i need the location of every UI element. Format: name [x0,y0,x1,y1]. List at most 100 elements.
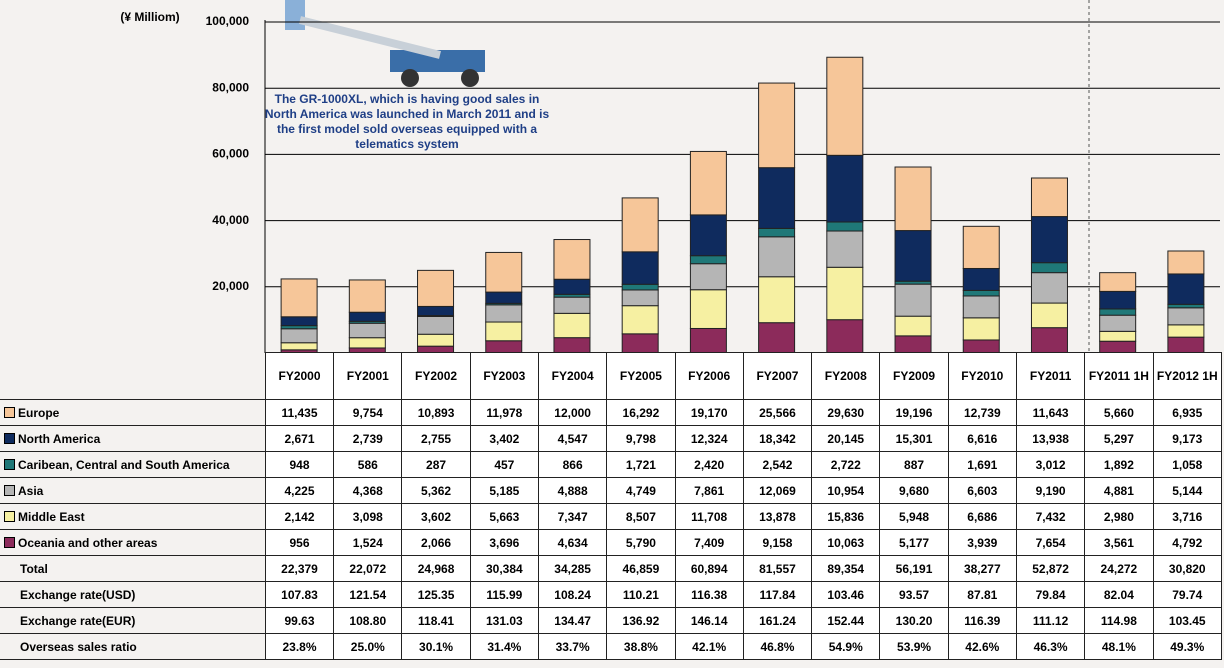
bar-segment [554,240,590,280]
table-cell: 125.35 [402,582,470,608]
legend-swatch [4,485,15,496]
table-cell: 107.83 [265,582,333,608]
table-cell: 114.98 [1085,608,1153,634]
y-tick-label: 40,000 [212,213,249,227]
bar-segment [690,328,726,353]
legend-swatch [4,537,15,548]
legend-swatch [4,433,15,444]
bar-segment [690,290,726,329]
table-cell: 3,939 [948,530,1016,556]
table-cell: 11,708 [675,504,743,530]
x-tick-label: FY2004 [538,353,606,400]
bar-segment [349,338,385,348]
table-cell: 38.8% [607,634,675,660]
table-cell: 3,716 [1153,504,1221,530]
bar-segment [281,279,317,317]
table-cell: 81,557 [743,556,811,582]
table-cell: 5,663 [470,504,538,530]
table-cell: 23.8% [265,634,333,660]
table-cell: 1,721 [607,452,675,478]
table-cell: 6,616 [948,426,1016,452]
table-cell: 79.74 [1153,582,1221,608]
table-cell: 887 [880,452,948,478]
table-cell: 121.54 [334,582,402,608]
bar-segment [963,226,999,268]
bar-segment [690,215,726,256]
table-cell: 866 [538,452,606,478]
bar-segment [486,292,522,303]
bar-segment [1168,274,1204,304]
page: (¥ Milliom) 20,00040,00060,00080,000100,… [0,0,1224,668]
bar-segment [281,329,317,343]
table-cell: 12,000 [538,400,606,426]
bar-segment [759,83,795,168]
bar-segment [895,231,931,282]
table-cell: 53.9% [880,634,948,660]
bar-segment [1031,328,1067,353]
bar-segment [1168,325,1204,337]
table-cell: 12,324 [675,426,743,452]
y-tick-label: 20,000 [212,279,249,293]
table-cell: 111.12 [1016,608,1084,634]
legend-swatch [4,459,15,470]
legend-entry: Oceania and other areas [0,530,265,556]
corner [0,353,265,400]
row-label: Exchange rate(EUR) [0,608,265,634]
y-tick-label: 100,000 [206,14,250,28]
table-cell: 956 [265,530,333,556]
chart: (¥ Milliom) 20,00040,00060,00080,000100,… [0,0,1224,353]
bar-segment [418,334,454,346]
table-cell: 8,507 [607,504,675,530]
table-cell: 103.45 [1153,608,1221,634]
table-cell: 4,368 [334,478,402,504]
table-cell: 1,892 [1085,452,1153,478]
table-cell: 11,978 [470,400,538,426]
table-cell: 4,547 [538,426,606,452]
table-cell: 2,739 [334,426,402,452]
table-cell: 9,173 [1153,426,1221,452]
annotation: The GR-1000XL, which is having good sale… [262,92,552,152]
bar-segment [281,317,317,326]
table-cell: 30.1% [402,634,470,660]
table-cell: 99.63 [265,608,333,634]
table-cell: 586 [334,452,402,478]
bar-segment [554,338,590,353]
table-cell: 146.14 [675,608,743,634]
crane [285,0,485,87]
table-cell: 9,754 [334,400,402,426]
bar-segment [486,305,522,322]
bar-segment [827,155,863,222]
table-cell: 6,686 [948,504,1016,530]
bar-segment [1100,331,1136,341]
table-cell: 2,542 [743,452,811,478]
table-cell: 4,792 [1153,530,1221,556]
table-cell: 15,836 [812,504,880,530]
bar-segment [622,290,658,306]
table-cell: 24,272 [1085,556,1153,582]
x-tick-label: FY2009 [880,353,948,400]
table-cell: 2,980 [1085,504,1153,530]
table-cell: 89,354 [812,556,880,582]
bar-segment [622,334,658,353]
x-tick-label: FY2000 [265,353,333,400]
bar-segment [895,167,931,231]
bar-segment [827,320,863,353]
table-cell: 131.03 [470,608,538,634]
bar-segment [1031,263,1067,273]
table-cell: 9,680 [880,478,948,504]
table-cell: 7,654 [1016,530,1084,556]
table-cell: 9,798 [607,426,675,452]
table-cell: 46,859 [607,556,675,582]
table-cell: 161.24 [743,608,811,634]
table-cell: 948 [265,452,333,478]
bar-segment [1168,308,1204,325]
x-tick-label: FY2006 [675,353,743,400]
table-cell: 115.99 [470,582,538,608]
bar-segment [690,256,726,264]
bar-segment [486,322,522,341]
